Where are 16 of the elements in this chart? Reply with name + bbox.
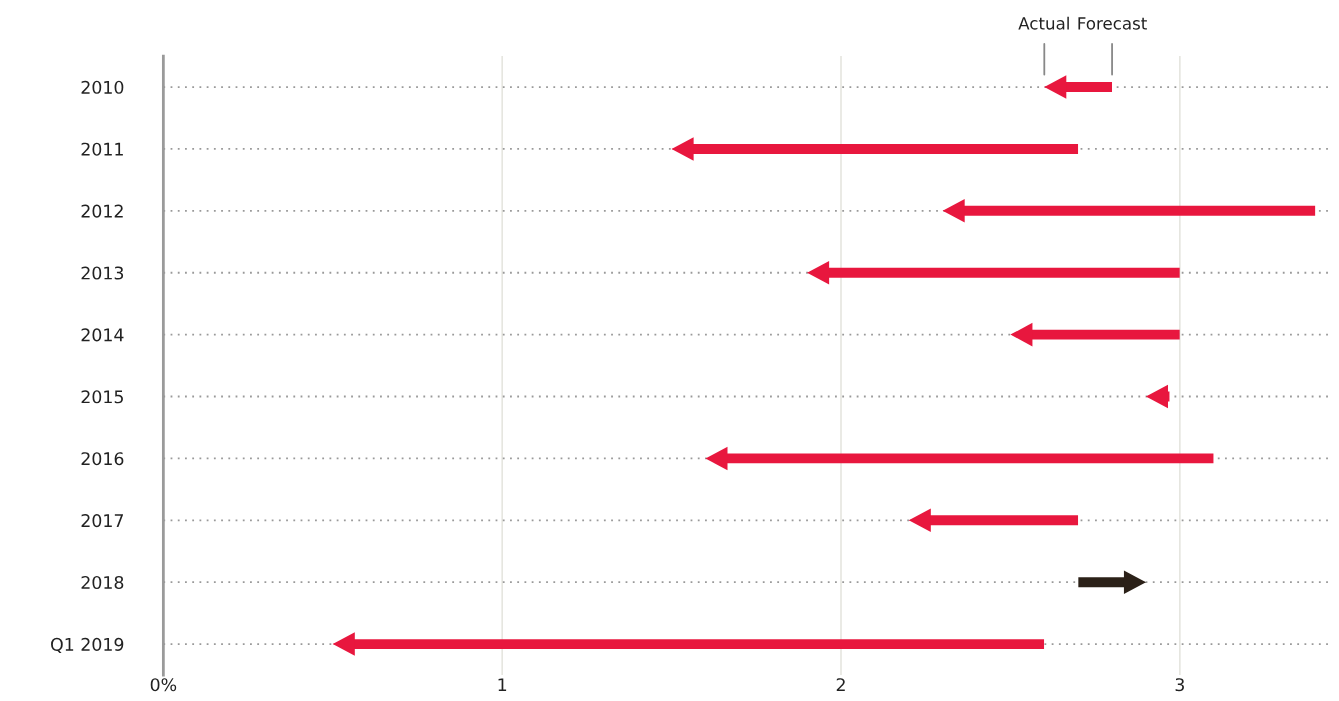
y-tick-label: 2012 xyxy=(81,204,123,218)
y-tick-label: Q1 2019 xyxy=(51,637,124,653)
x-tick-label: 2 xyxy=(836,678,845,692)
y-tick-label: 2013 xyxy=(81,266,124,280)
y-tick-label: 2018 xyxy=(81,575,124,590)
y-tick-label: 2010 xyxy=(81,80,124,94)
y-tick-label: 2014 xyxy=(81,328,124,342)
y-tick-label: 2016 xyxy=(81,452,124,466)
y-tick-label: 2015 xyxy=(81,390,123,404)
y-tick-label: 2011 xyxy=(81,142,123,156)
x-tick-label: 0% xyxy=(150,678,177,692)
x-tick-label: 1 xyxy=(498,678,507,692)
y-tick-label: 2017 xyxy=(81,514,123,528)
x-tick-label: 3 xyxy=(1175,678,1184,692)
text: Actual xyxy=(1018,16,1069,30)
text: Forecast xyxy=(1078,17,1147,30)
